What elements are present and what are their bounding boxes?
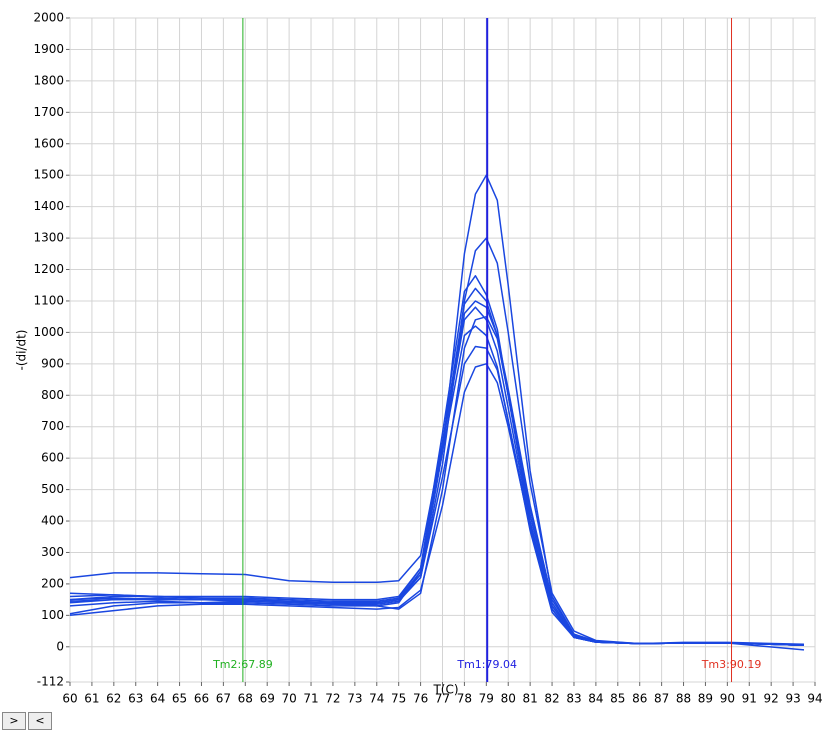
series-line — [69, 300, 805, 646]
x-tick-label: 71 — [303, 692, 318, 706]
x-tick-label: 91 — [742, 692, 757, 706]
x-tick-label: 90 — [720, 692, 735, 706]
x-tick-label: 86 — [632, 692, 647, 706]
x-tick-label: 93 — [785, 692, 800, 706]
x-tick-label: 64 — [150, 692, 165, 706]
x-tick-label: 74 — [369, 692, 384, 706]
x-tick-label: 77 — [435, 692, 450, 706]
x-tick-label: 63 — [128, 692, 143, 706]
x-axis-label: T(C) — [432, 683, 458, 697]
y-tick-label: 2000 — [33, 11, 64, 25]
x-tick-label: 80 — [501, 692, 516, 706]
x-tick-label: 83 — [566, 692, 581, 706]
x-tick-label: 85 — [610, 692, 625, 706]
y-tick-label: 900 — [41, 356, 64, 370]
x-tick-label: 70 — [281, 692, 296, 706]
y-tick-label: 500 — [41, 482, 64, 496]
y-tick-label: 1300 — [33, 231, 64, 245]
next-button[interactable]: > — [2, 712, 26, 730]
x-tick-label: 87 — [654, 692, 669, 706]
y-tick-label: 1400 — [33, 199, 64, 213]
prev-button[interactable]: < — [28, 712, 52, 730]
y-tick-label: 600 — [41, 451, 64, 465]
y-tick-label: 300 — [41, 545, 64, 559]
y-tick-label: 100 — [41, 608, 64, 622]
x-tick-label: 89 — [698, 692, 713, 706]
x-tick-label: 76 — [413, 692, 428, 706]
x-tick-label: 66 — [194, 692, 209, 706]
x-tick-label: 88 — [676, 692, 691, 706]
x-tick-label: 72 — [325, 692, 340, 706]
x-tick-label: 67 — [216, 692, 231, 706]
x-tick-label: 94 — [807, 692, 822, 706]
series-line — [69, 363, 805, 651]
x-tick-label: 82 — [544, 692, 559, 706]
chart: -(di/dt) T(C) -112 0 100 200 300 400 500 600 700… — [15, 11, 823, 706]
x-tick-label: 61 — [84, 692, 99, 706]
y-tick-label: 1500 — [33, 168, 64, 182]
x-tick-label: 75 — [391, 692, 406, 706]
y-tick-label: 200 — [41, 576, 64, 590]
tm-label: Tm2:67.89 — [212, 658, 273, 671]
x-tick-label: 79 — [479, 692, 494, 706]
y-tick-label: -112 — [37, 675, 64, 689]
y-tick-label: 0 — [56, 639, 64, 653]
y-tick-label: 1100 — [33, 293, 64, 307]
x-tick-label: 84 — [588, 692, 603, 706]
y-tick-label: 1900 — [33, 42, 64, 56]
tm-label: Tm1:79.04 — [456, 658, 517, 671]
x-tick-label: 65 — [172, 692, 187, 706]
x-tick-label: 62 — [106, 692, 121, 706]
y-tick-label: 400 — [41, 514, 64, 528]
y-tick-label: 800 — [41, 388, 64, 402]
tm-label: Tm3:90.19 — [701, 658, 762, 671]
y-tick-label: 1700 — [33, 105, 64, 119]
x-tick-label: 69 — [260, 692, 275, 706]
x-tick-label: 78 — [457, 692, 472, 706]
y-tick-label: 700 — [41, 419, 64, 433]
y-tick-label: 1200 — [33, 262, 64, 276]
x-tick-label: 60 — [62, 692, 77, 706]
y-tick-label: 1600 — [33, 136, 64, 150]
x-tick-label: 68 — [238, 692, 253, 706]
y-tick-label: 1000 — [33, 325, 64, 339]
x-tick-label: 81 — [523, 692, 538, 706]
x-tick-label: 92 — [764, 692, 779, 706]
y-tick-label: 1800 — [33, 73, 64, 87]
y-axis-label: -(di/dt) — [15, 329, 29, 370]
x-tick-label: 73 — [347, 692, 362, 706]
